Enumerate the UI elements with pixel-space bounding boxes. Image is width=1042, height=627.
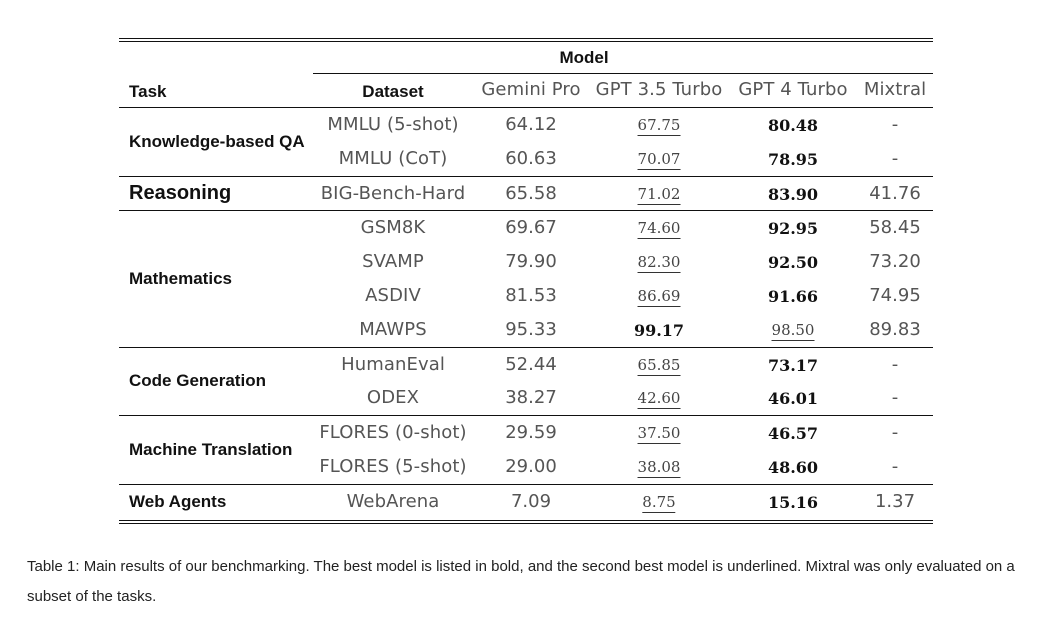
task-header: Task — [129, 82, 167, 101]
value-cell: 7.09 — [510, 490, 552, 512]
table-caption: Table 1: Main results of our benchmarkin… — [27, 558, 1015, 605]
group-separator-rule — [119, 415, 933, 417]
dataset-cell: GSM8K — [360, 217, 426, 239]
value-cell: 15.16 — [767, 492, 819, 512]
top-rule — [119, 38, 933, 39]
model-header: Model — [559, 48, 609, 67]
value-cell: 29.59 — [505, 422, 557, 444]
value-cell: 80.48 — [767, 116, 819, 135]
value-cell: 86.69 — [637, 287, 681, 307]
value-cell: 37.50 — [637, 424, 681, 445]
value-cell: 8.75 — [642, 492, 676, 513]
value-cell: 89.83 — [869, 318, 921, 340]
dataset-cell: ASDIV — [365, 285, 421, 306]
value-cell: 74.60 — [637, 219, 681, 240]
value-cell: 67.75 — [637, 116, 681, 136]
value-cell: 92.95 — [767, 219, 819, 239]
value-cell: - — [891, 114, 899, 135]
value-cell: 60.63 — [505, 147, 557, 169]
task-label: Mathematics — [129, 269, 232, 288]
value-cell: - — [891, 422, 899, 444]
value-cell: 79.90 — [505, 251, 557, 273]
dataset-cell: MAWPS — [359, 318, 427, 340]
dataset-cell: HumanEval — [341, 353, 445, 375]
value-cell: 92.50 — [767, 253, 819, 273]
value-cell: 46.01 — [767, 389, 819, 409]
task-label: Reasoning — [129, 181, 232, 204]
task-label: Code Generation — [129, 371, 266, 391]
dataset-cell: FLORES (5-shot) — [319, 456, 467, 477]
value-cell: 78.95 — [767, 149, 819, 169]
value-cell: 48.60 — [767, 458, 819, 477]
value-cell: 38.08 — [637, 458, 681, 478]
dataset-cell: WebArena — [346, 490, 440, 512]
dataset-cell: MMLU (CoT) — [338, 147, 448, 169]
value-cell: 73.20 — [869, 251, 921, 273]
value-cell: 64.12 — [505, 114, 557, 135]
model-name-0: Gemini Pro — [481, 79, 581, 100]
group-separator-rule — [119, 210, 933, 212]
model-name-3: Mixtral — [863, 79, 927, 100]
value-cell: 65.58 — [505, 182, 557, 204]
model-name-2: GPT 4 Turbo — [738, 79, 848, 100]
task-label: Machine Translation — [129, 440, 293, 459]
value-cell: 69.67 — [505, 217, 557, 239]
value-cell: 70.07 — [637, 149, 681, 170]
value-cell: 29.00 — [505, 456, 557, 477]
group-separator-rule — [119, 346, 933, 348]
group-separator-rule — [119, 175, 933, 177]
header-bottom-rule — [119, 107, 933, 108]
value-cell: 91.66 — [767, 287, 819, 306]
bottom-rule — [119, 519, 933, 521]
value-cell: 71.02 — [637, 184, 681, 205]
group-separator-rule — [119, 483, 933, 485]
dataset-cell: ODEX — [366, 387, 420, 409]
value-cell: 46.57 — [767, 424, 819, 444]
dataset-header: Dataset — [362, 82, 424, 101]
value-cell: - — [891, 387, 899, 409]
value-cell: - — [891, 147, 899, 169]
value-cell: 1.37 — [874, 490, 916, 512]
value-cell: 82.30 — [637, 253, 681, 274]
value-cell: 74.95 — [869, 285, 921, 306]
value-cell: 99.17 — [633, 320, 685, 340]
value-cell: 41.76 — [869, 182, 921, 204]
value-cell: 38.27 — [505, 387, 557, 409]
top-rule-second — [119, 41, 933, 42]
value-cell: 52.44 — [505, 353, 557, 375]
dataset-cell: MMLU (5-shot) — [327, 114, 459, 135]
value-cell: 95.33 — [505, 318, 557, 340]
dataset-cell: FLORES (0-shot) — [319, 422, 467, 444]
task-label: Web Agents — [129, 491, 227, 511]
bottom-rule-second — [119, 522, 933, 524]
value-cell: 73.17 — [767, 355, 819, 375]
value-cell: - — [891, 456, 899, 477]
value-cell: - — [891, 353, 899, 375]
dataset-cell: SVAMP — [362, 251, 424, 273]
model-name-1: GPT 3.5 Turbo — [595, 79, 723, 100]
value-cell: 65.85 — [637, 355, 681, 376]
value-cell: 42.60 — [637, 389, 681, 410]
task-label: Knowledge-based QA — [129, 131, 305, 151]
dataset-cell: BIG-Bench-Hard — [320, 182, 466, 204]
model-subheader-rule — [313, 73, 933, 74]
value-cell: 83.90 — [767, 184, 819, 204]
value-cell: 58.45 — [869, 217, 921, 239]
value-cell: 81.53 — [505, 285, 557, 306]
value-cell: 98.50 — [771, 320, 815, 341]
